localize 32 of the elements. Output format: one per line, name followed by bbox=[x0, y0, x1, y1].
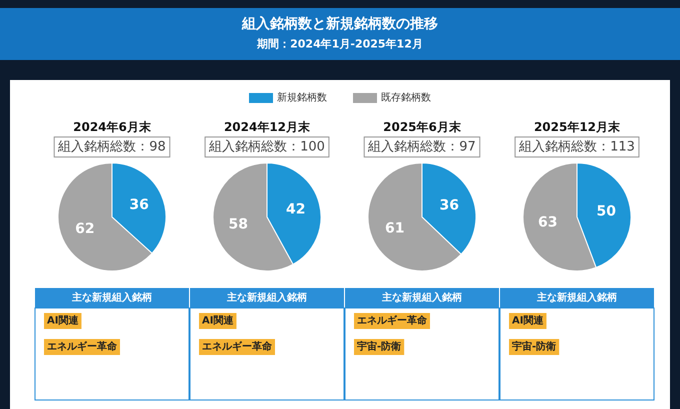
chart-subtitle: 組入銘柄総数：97 bbox=[367, 140, 476, 154]
text: 主な新規組入銘柄 bbox=[71, 292, 152, 304]
text: 宇宙-防衛 bbox=[512, 340, 556, 352]
data-label: 42 bbox=[286, 202, 306, 218]
legend-label: 新規銘柄数 bbox=[277, 92, 327, 104]
text: 宇宙-防衛 bbox=[357, 340, 402, 352]
text: 2024年6月末 bbox=[73, 120, 152, 134]
chart-title: 2025年6月末 bbox=[383, 120, 462, 134]
text: 組入銘柄数と新規銘柄数の推移 bbox=[241, 15, 438, 32]
text: AI関連 bbox=[202, 314, 234, 326]
data-label: 61 bbox=[384, 220, 404, 237]
legend-label: 既存銘柄数 bbox=[381, 92, 431, 104]
text: 主な新規組入銘柄 bbox=[536, 292, 617, 304]
chart-title: 2025年12月末 bbox=[534, 120, 622, 134]
text: 主な新規組入銘柄 bbox=[381, 292, 462, 304]
data-label: 63 bbox=[538, 214, 558, 230]
chart-subtitle: 組入銘柄総数：113 bbox=[518, 140, 635, 154]
data-label: 50 bbox=[596, 204, 616, 220]
text: 期間：2024年1月-2025年12月 bbox=[256, 38, 423, 50]
text: 組入銘柄総数：98 bbox=[57, 140, 166, 154]
text: AI関連 bbox=[47, 314, 80, 326]
text: AI関連 bbox=[512, 314, 544, 326]
text: エネルギー革命 bbox=[357, 314, 428, 326]
data-label: 36 bbox=[129, 196, 149, 213]
data-label: 62 bbox=[75, 221, 95, 238]
text: エネルギー革命 bbox=[47, 340, 118, 352]
data-label: 58 bbox=[228, 216, 248, 232]
chart-title: 2024年12月末 bbox=[224, 120, 312, 134]
chart-subtitle: 組入銘柄総数：100 bbox=[208, 140, 325, 154]
text: エネルギー革命 bbox=[202, 340, 273, 352]
text: 主な新規組入銘柄 bbox=[226, 292, 307, 304]
data-label: 36 bbox=[440, 197, 460, 214]
